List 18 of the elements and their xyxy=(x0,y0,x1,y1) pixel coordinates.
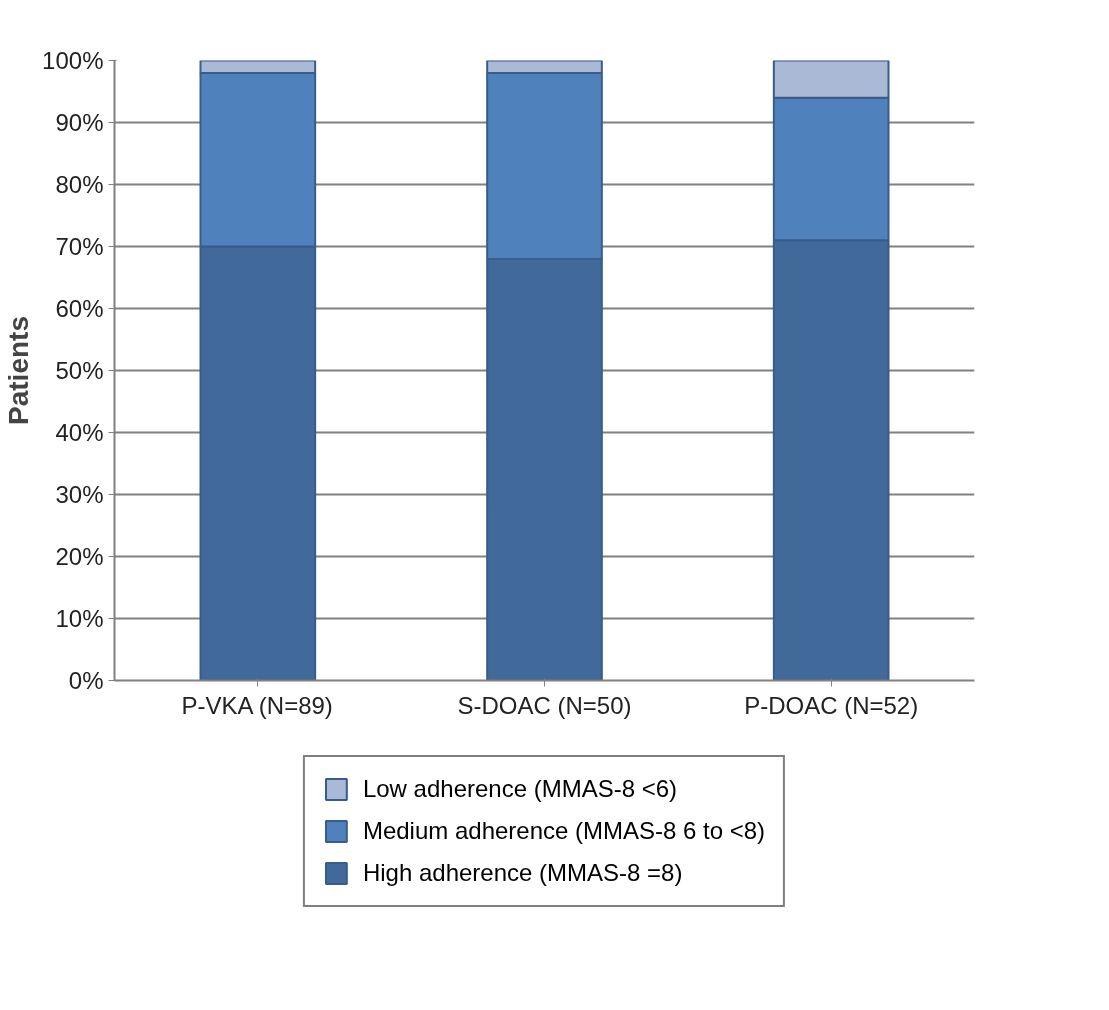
y-tick-label: 50% xyxy=(55,357,104,384)
legend-label: Low adherence (MMAS-8 <6) xyxy=(362,775,678,803)
y-tick-label: 80% xyxy=(55,171,104,198)
legend-label: Medium adherence (MMAS-8 6 to <8) xyxy=(362,817,766,845)
y-tick-label: 70% xyxy=(55,233,104,260)
x-tick-label: S-DOAC (N=50) xyxy=(457,691,632,719)
y-axis-title: Patients xyxy=(3,316,35,425)
y-tick-label: 10% xyxy=(55,605,104,632)
y-tick-label: 20% xyxy=(55,543,104,570)
y-tick-label: 100% xyxy=(42,47,104,74)
legend-label: High adherence (MMAS-8 =8) xyxy=(362,859,683,887)
y-tick-label: 60% xyxy=(55,295,104,322)
y-tick-label: 90% xyxy=(55,109,104,136)
y-tick-label: 0% xyxy=(68,667,104,694)
x-tick-label: P-DOAC (N=52) xyxy=(744,691,919,719)
x-tick-label: P-VKA (N=89) xyxy=(181,691,333,719)
y-tick-label: 40% xyxy=(55,419,104,446)
y-tick-label: 30% xyxy=(55,481,104,508)
